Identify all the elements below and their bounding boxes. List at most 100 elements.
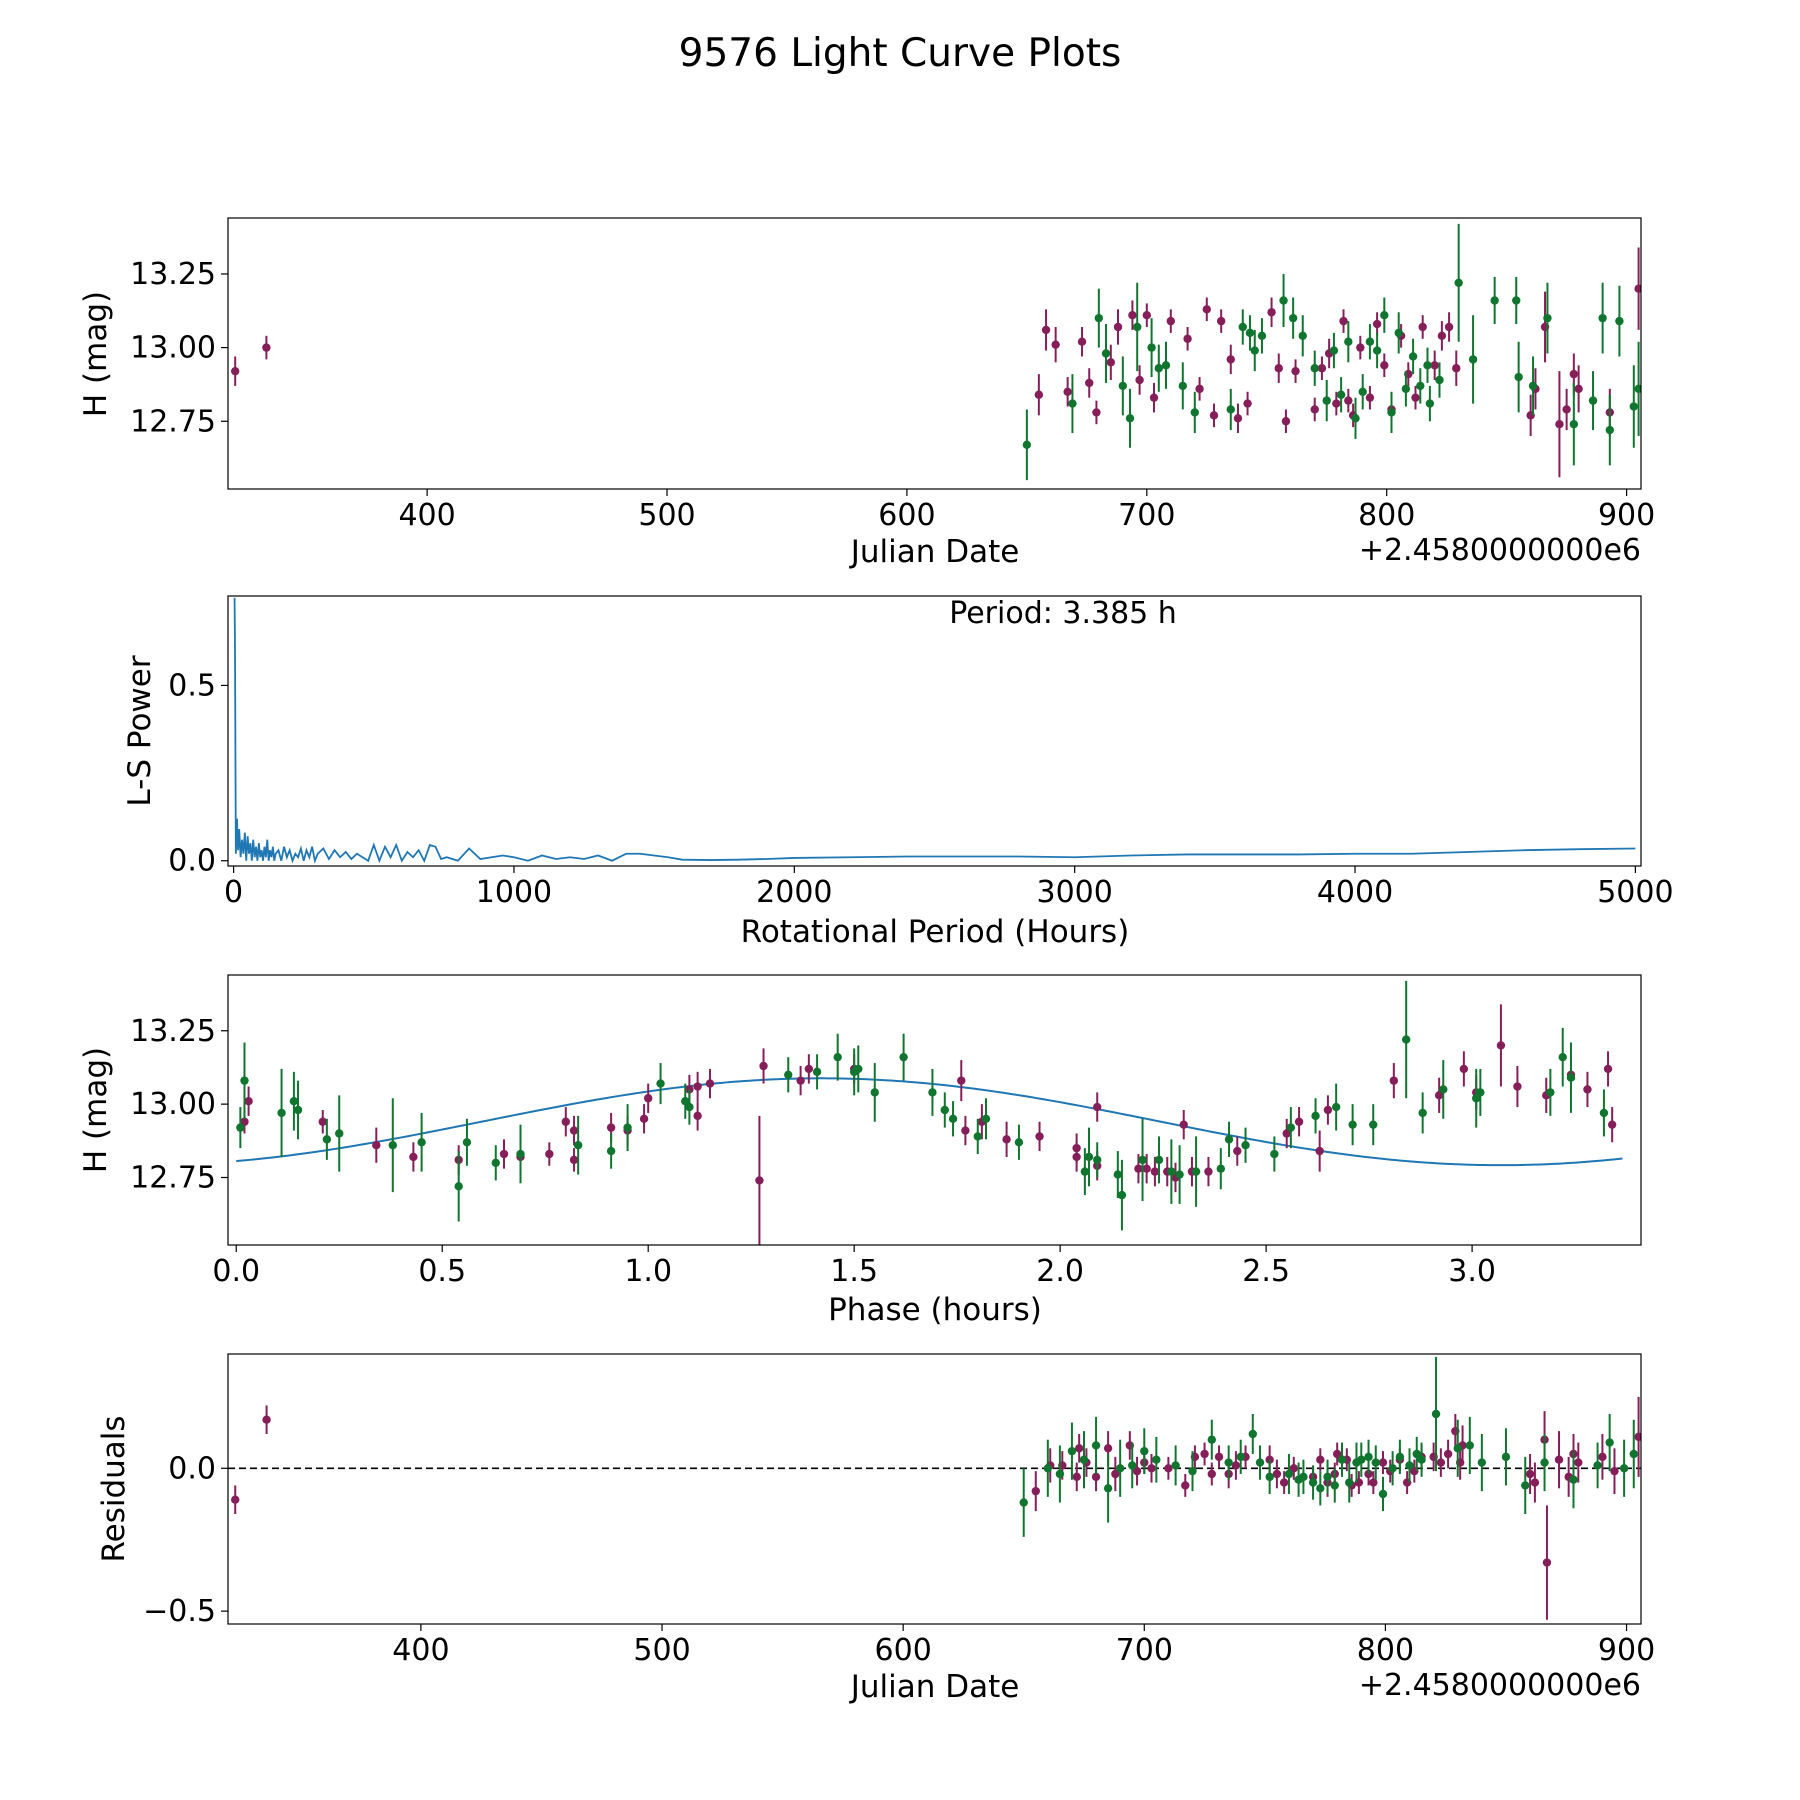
lightcurve-data-point [1512,296,1521,305]
phased-data-point [1401,1035,1411,1044]
periodogram-marks [233,597,1636,864]
phased-data-point [656,1079,665,1088]
phased-data-point [1002,1135,1011,1144]
periodogram-xlabel: Rotational Period (Hours) [741,914,1130,950]
panel-phased: 0.0 0.5 1.0 1.5 2.0 2.5 3.0 12.75 13.00 13.25 Pha… [78,974,1642,1328]
phased-data-point [1014,1138,1024,1147]
lightcurve-data-point [1250,346,1259,355]
phased-data-point [322,1135,332,1144]
residuals-data-point [1436,1458,1446,1467]
lightcurve-offset-text: +2.4580000000e6 [1359,533,1641,568]
residuals-data-point [1031,1486,1040,1496]
phased-data-point [1389,1076,1399,1085]
phased-data-point [1439,1085,1448,1094]
phased-data-point [1224,1135,1234,1144]
phased-data-point [1134,1164,1143,1173]
residuals-data-point [1171,1461,1180,1470]
lightcurve-data-point [1336,390,1346,399]
lightcurve-data-point [1233,414,1243,423]
lightcurve-data-point [1344,396,1353,405]
lightcurve-ytick-label: 13.00 [130,331,216,366]
phased-data-point [928,1088,937,1097]
residuals-data-point [1181,1481,1190,1490]
lightcurve-xtick-label: 800 [1358,498,1415,533]
phased-xtick-label: 1.0 [624,1254,672,1289]
phased-data-point [948,1114,958,1124]
phased-data-point [1607,1120,1617,1129]
phased-data-point [685,1102,694,1112]
phased-data-point [1311,1111,1320,1121]
residuals-ytick-label: 0.0 [168,1451,216,1486]
residuals-xtick-label: 700 [1116,1633,1173,1668]
residuals-data-point [1378,1489,1388,1499]
lightcurve-data-point [1569,419,1579,429]
residuals-data-point [1224,1458,1233,1467]
lightcurve-data-point [1588,396,1598,405]
periodogram-ticks: 0 1000 2000 3000 4000 5000 0.0 0.5 [168,668,1673,910]
lightcurve-data-point [1634,284,1641,293]
residuals-xtick-label: 400 [392,1633,449,1668]
residuals-data-point [1079,1455,1089,1464]
phased-data-point [1323,1105,1333,1115]
phased-ticks: 0.0 0.5 1.0 1.5 2.0 2.5 3.0 12.75 13.00 13.25 [130,1014,1496,1289]
residuals-data-point [1525,1469,1535,1479]
lightcurve-data-point [1351,414,1360,423]
phased-data-point [1167,1167,1176,1176]
lightcurve-data-point [1288,313,1298,323]
lightcurve-data-point [1598,313,1607,323]
lightcurve-data-point [1209,411,1219,420]
lightcurve-data-point [1216,316,1226,326]
phased-data-point [854,1064,863,1074]
residuals-data-point [1316,1455,1325,1464]
residuals-data-point [1091,1441,1101,1450]
phased-data-point [1418,1108,1427,1118]
lightcurve-data-point [1416,381,1425,391]
phased-data-point [569,1126,579,1135]
lightcurve-data-point [1574,384,1583,394]
phased-data-point [755,1176,764,1185]
residuals-data-point [1164,1464,1173,1473]
phased-data-point [462,1138,472,1147]
lightcurve-xtick-label: 700 [1118,498,1175,533]
residuals-plot-area [228,1356,1641,1620]
lightcurve-data-point [1344,337,1353,346]
figure-title: 9576 Light Curve Plots [679,31,1122,76]
lightcurve-data-point [1317,364,1327,373]
lightcurve-data-point [1154,364,1164,373]
residuals-data-point [1378,1458,1388,1467]
phased-data-point [1546,1088,1555,1097]
lightcurve-data-point [1310,364,1319,373]
residuals-data-point [1284,1469,1294,1479]
phased-data-point [516,1149,525,1159]
lightcurve-data-point [1149,393,1159,402]
lightcurve-data-point [1166,316,1175,326]
phased-data-point [940,1105,949,1115]
residuals-data-point [1043,1464,1053,1473]
residuals-data-point [1629,1449,1638,1459]
phased-marks [236,980,1623,1245]
lightcurve-ylabel: H (mag) [78,291,114,417]
lightcurve-data-point [1411,393,1420,402]
lightcurve-ytick-label: 13.25 [130,257,216,292]
residuals-data-point [1619,1464,1629,1473]
residuals-data-point [1272,1469,1282,1479]
lightcurve-data-point [1514,372,1523,382]
phased-xtick-label: 2.0 [1036,1254,1084,1289]
phased-data-point [639,1114,649,1124]
residuals-data-point [1147,1464,1156,1473]
lightcurve-ticks: 400 500 600 700 800 900 12.75 13.00 13.25 [130,257,1655,533]
residuals-ticks: 400 500 600 700 800 900 −0.5 0.0 [143,1451,1655,1668]
residuals-data-point [1369,1478,1378,1487]
phased-xtick-label: 2.5 [1242,1254,1290,1289]
lightcurve-data-point [1356,343,1365,352]
residuals-data-point [1236,1452,1245,1462]
phased-data-point [1175,1170,1184,1179]
panel-residuals: 400 500 600 700 800 900 −0.5 0.0 Julian Date Re… [96,1353,1655,1705]
residuals-offset-text: +2.4580000000e6 [1359,1668,1641,1703]
lightcurve-plot-area [230,223,1641,481]
lightcurve-data-point [1365,337,1375,346]
residuals-data-point [1316,1484,1325,1493]
lightcurve-data-point [1562,405,1571,414]
lightcurve-data-point [1435,375,1444,385]
